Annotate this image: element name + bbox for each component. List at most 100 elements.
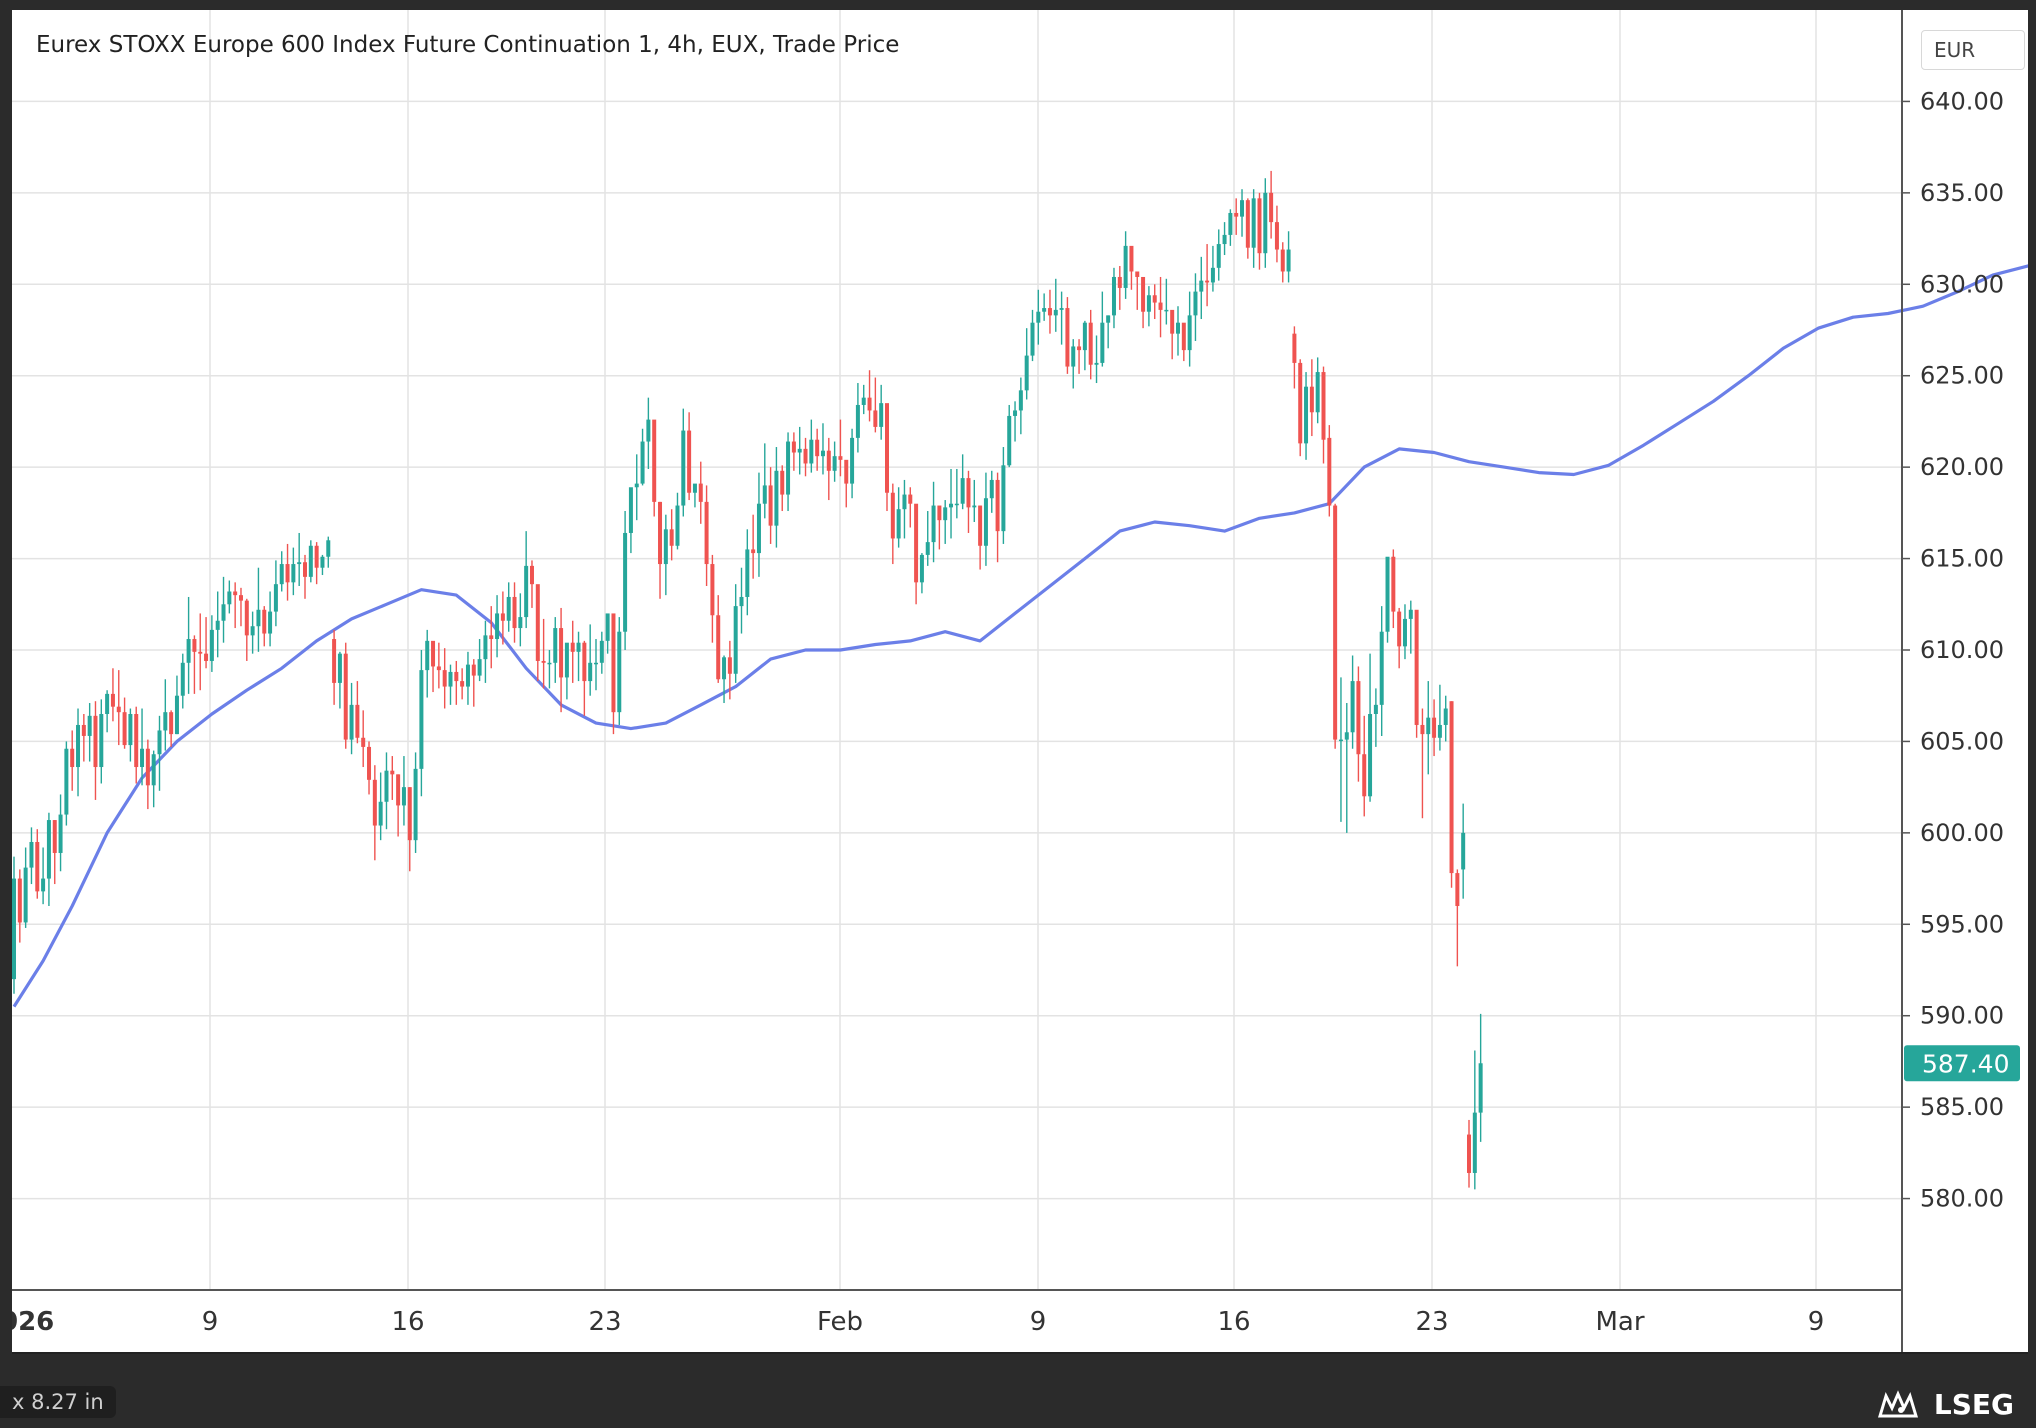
candle-body [93,715,98,768]
candle-body [803,448,808,464]
candle-body [524,565,529,618]
candle [477,639,482,682]
candle-body [1472,1112,1477,1173]
candle-body [291,564,296,583]
candle-body [652,419,657,502]
candle [244,598,249,661]
candle-body [1298,362,1303,444]
candle-body [745,549,750,597]
last-price-label: 587.40 [1922,1049,2009,1078]
candle [1222,222,1227,256]
price-chart[interactable]: 640.00 635.00 630.00 625.00 620.00 615.00 610.… [12,10,2028,1354]
candle-body [762,485,767,504]
candle [489,606,494,669]
candle [1362,715,1367,817]
candle [343,642,348,749]
candle [1478,1013,1483,1142]
candle-body [1391,556,1396,612]
candle [314,542,319,585]
candle [1263,178,1268,268]
candle [1408,600,1413,654]
candle [1053,278,1058,332]
candle-body [559,628,564,678]
candle-body [588,662,593,682]
candle-body [640,441,645,484]
candle [192,635,197,694]
x-tick-label: 9 [1808,1307,1825,1337]
candle-body [1164,309,1169,312]
candle-body [1373,704,1378,714]
candle [1373,688,1378,747]
candle-body [1379,631,1384,705]
candle-body [809,439,814,464]
candle [1199,256,1204,320]
candle-body [553,628,558,663]
candle-body [687,430,692,493]
candle [919,553,924,594]
candle-body [413,768,418,841]
candle-body [1467,1134,1471,1173]
candle-body [1146,295,1151,312]
candle-body [1309,386,1314,413]
candle-body [681,430,686,506]
candle [157,715,162,791]
candle [297,532,302,586]
candle [1461,803,1466,899]
candle-body [972,505,977,508]
candle [1245,198,1250,259]
chart-panel[interactable]: 640.00 635.00 630.00 625.00 620.00 615.00 610.… [12,10,2028,1354]
candle [17,869,22,943]
candle [797,426,802,475]
candle [64,741,69,826]
candle [803,437,808,477]
candle-body [361,737,366,747]
currency-selector[interactable]: EUR [1921,30,2025,70]
candle [786,432,791,512]
candle [1449,701,1454,888]
candle [1391,549,1396,629]
candle [1437,684,1442,751]
candle [268,591,273,647]
candle-body [465,664,470,687]
candle [349,682,354,755]
candle-body [1449,701,1454,874]
candle-body [116,706,121,713]
candle [780,465,785,512]
candle-body [134,714,139,768]
candle [471,659,476,707]
candle-body [1333,505,1338,740]
candle [1338,677,1343,822]
candle-body [256,609,261,627]
candle-body [995,479,1000,532]
candle-body [76,724,81,768]
candle-body [529,565,534,585]
x-tick-label: Mar [1595,1307,1644,1337]
candle [692,483,697,508]
candle [1117,266,1122,310]
candle-body [1047,308,1052,316]
candle-body [500,613,505,621]
candle [1164,278,1169,325]
candle-body [815,439,820,457]
candle [1158,276,1163,338]
candle [1077,339,1082,374]
candle [774,447,779,548]
candle [262,606,267,647]
grid-lines [12,10,1902,1290]
candle-body [460,681,465,687]
candle-body [1210,267,1215,283]
candle [1193,273,1198,341]
candle [949,468,954,539]
candle-body [925,542,930,555]
candle [442,648,447,709]
candle [1071,339,1076,389]
candle [861,384,866,415]
candle [634,454,639,521]
candle [844,459,849,508]
y-tick-label: 625.00 [1920,362,2004,390]
candle-body [1327,437,1332,506]
candle [273,560,278,627]
candle-body [832,456,837,471]
candle [658,501,663,599]
candle [238,587,243,627]
